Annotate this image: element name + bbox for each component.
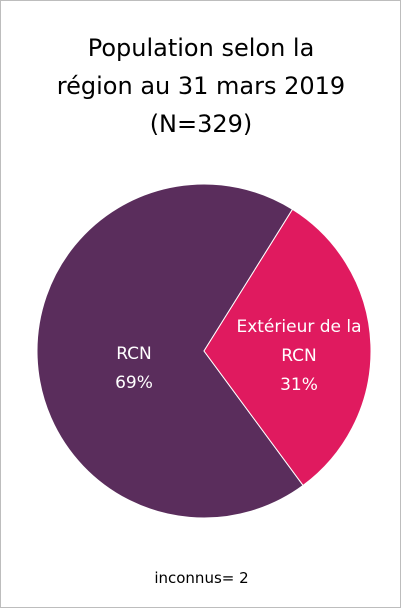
value-label: 69%	[115, 373, 153, 393]
value-label: 31%	[280, 375, 318, 395]
pie-slice	[203, 208, 372, 487]
pie-slice	[36, 183, 304, 519]
chart-title: Population selon la région au 31 mars 20…	[56, 34, 346, 138]
slice-label: RCN 69%	[84, 340, 184, 398]
slice-label: Extérieur de la RCN 31%	[235, 313, 363, 400]
footnote: inconnus= 2	[154, 569, 249, 587]
category-label: RCN	[116, 344, 152, 364]
category-label: Extérieur de la RCN	[236, 317, 362, 366]
